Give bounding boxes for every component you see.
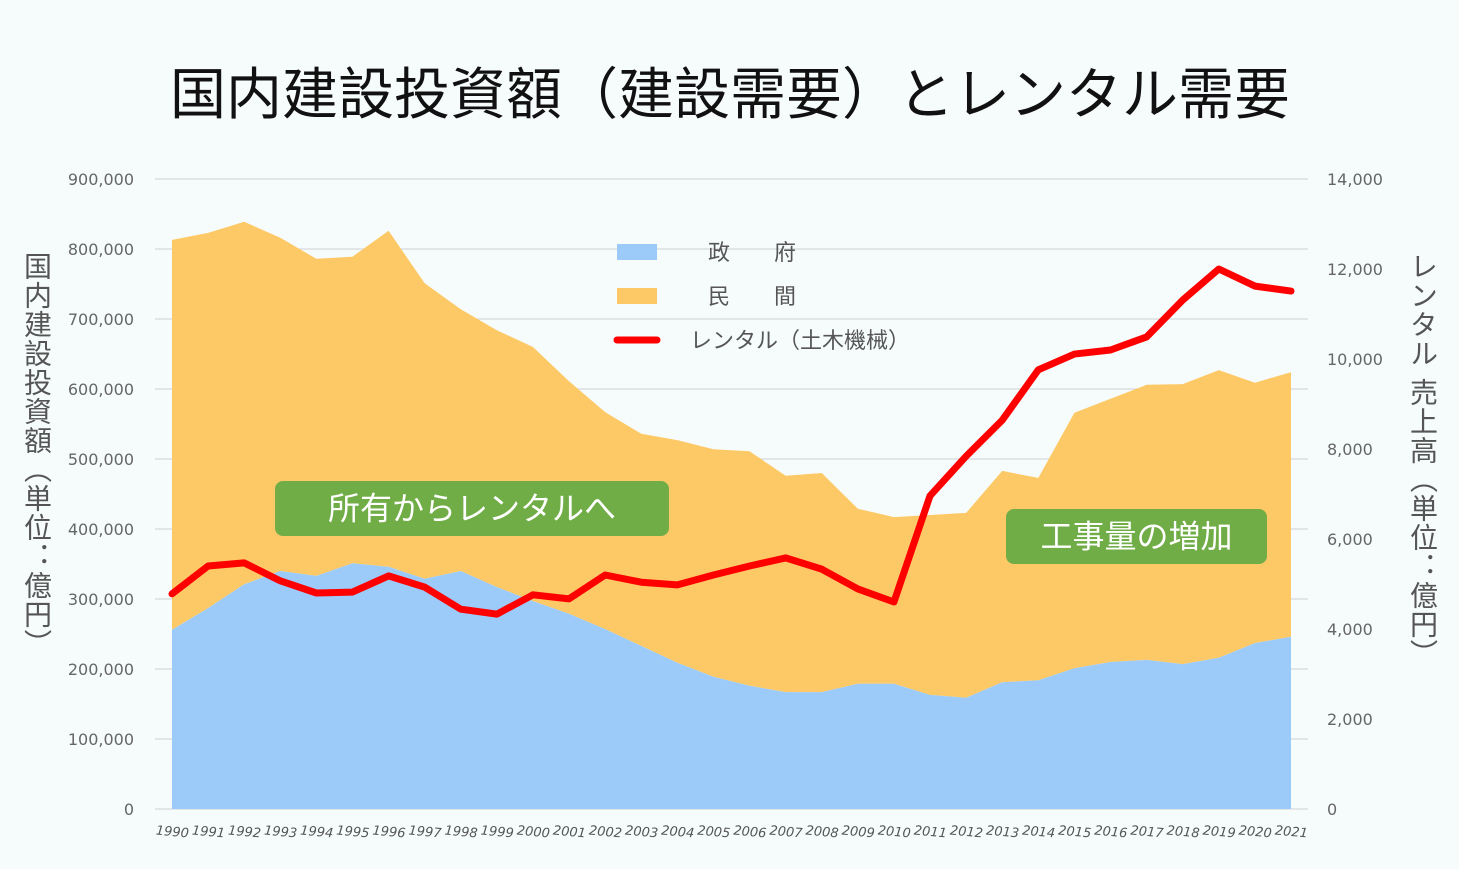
- annotation-box: [275, 481, 669, 536]
- annotation-text: 所有からレンタルへ: [328, 490, 616, 528]
- x-tick-label: 2000: [516, 824, 550, 842]
- x-tick-label: 1992: [227, 824, 261, 842]
- y2-tick-label: 6,000: [1327, 530, 1373, 549]
- x-tick-label: 2003: [624, 824, 658, 842]
- y2-tick-label: 14,000: [1327, 170, 1383, 189]
- x-tick-label: 2009: [841, 824, 875, 842]
- x-tick-label: 2017: [1130, 824, 1165, 842]
- annotation-box: [1006, 509, 1267, 564]
- x-tick-label: 1997: [408, 824, 443, 842]
- y2-tick-label: 0: [1327, 800, 1337, 819]
- y-tick-label: 600,000: [68, 380, 134, 399]
- y-tick-label: 800,000: [68, 240, 134, 259]
- x-tick-label: 2020: [1238, 824, 1272, 842]
- y-tick-label: 300,000: [68, 590, 134, 609]
- x-tick-label: 1995: [336, 824, 370, 842]
- y-axis-title: 国内建設投資額（単位：億円）: [20, 252, 53, 658]
- annotation-text: 工事量の増加: [1040, 518, 1232, 556]
- area-government: [172, 563, 1291, 809]
- y-tick-label: 700,000: [68, 310, 134, 329]
- area-private: [172, 221, 1291, 698]
- y2-axis-title: レンタル 売上高（単位：億円）: [1406, 252, 1439, 668]
- x-tick-label: 2001: [552, 824, 586, 842]
- x-tick-label: 1994: [300, 824, 334, 842]
- x-tick-label: 2013: [985, 824, 1019, 842]
- legend-label-private: 民 間: [708, 285, 796, 310]
- x-tick-label: 1996: [372, 824, 406, 842]
- y-tick-label: 100,000: [68, 730, 134, 749]
- y2-tick-label: 8,000: [1327, 440, 1373, 459]
- y-tick-label: 900,000: [68, 170, 134, 189]
- x-tick-label: 2004: [661, 824, 695, 842]
- legend-swatch-private: [617, 288, 657, 304]
- x-tick-label: 2021: [1274, 824, 1308, 842]
- y2-tick-label: 12,000: [1327, 260, 1383, 279]
- rental-line: [168, 265, 1295, 618]
- x-tick-label: 2015: [1058, 824, 1092, 842]
- y2-tick-label: 2,000: [1327, 710, 1373, 729]
- x-tick-label: 1990: [155, 824, 189, 842]
- x-tick-label: 2019: [1202, 824, 1236, 842]
- y-tick-label: 200,000: [68, 660, 134, 679]
- x-tick-label: 1998: [444, 824, 478, 842]
- x-tick-label: 2012: [949, 824, 983, 842]
- x-tick-label: 2016: [1094, 824, 1128, 842]
- x-tick-label: 2005: [697, 824, 731, 842]
- legend-swatch-government: [617, 244, 657, 260]
- legend-label-government: 政 府: [708, 241, 796, 266]
- x-tick-label: 2014: [1021, 824, 1055, 842]
- x-tick-label: 2002: [588, 824, 622, 842]
- x-tick-label: 2008: [805, 824, 839, 842]
- x-tick-label: 1991: [191, 824, 225, 842]
- y-tick-label: 0: [124, 800, 134, 819]
- y-tick-label: 400,000: [68, 520, 134, 539]
- x-tick-label: 2010: [877, 824, 911, 842]
- x-tick-label: 2018: [1166, 824, 1200, 842]
- x-tick-label: 2006: [733, 824, 767, 842]
- chart-title: 国内建設投資額（建設需要）とレンタル需要: [170, 63, 1290, 128]
- y2-tick-label: 4,000: [1327, 620, 1373, 639]
- y2-tick-label: 10,000: [1327, 350, 1383, 369]
- legend-label-rental: レンタル（土木機械）: [690, 329, 910, 354]
- x-tick-label: 2007: [769, 824, 804, 842]
- x-tick-label: 2011: [913, 824, 947, 842]
- x-tick-label: 1993: [263, 824, 297, 842]
- x-tick-label: 1999: [480, 824, 514, 842]
- y-tick-label: 500,000: [68, 450, 134, 469]
